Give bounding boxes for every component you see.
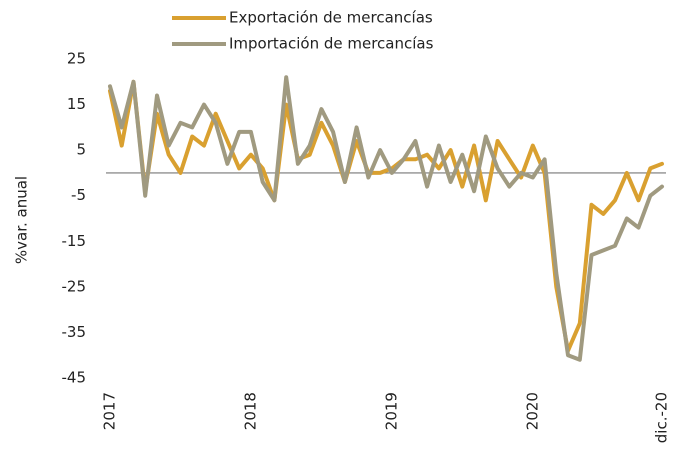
y-tick-label: -15 (62, 232, 87, 250)
y-tick-label: -25 (62, 277, 87, 295)
series-line (108, 79, 664, 353)
x-tick-label: 2018 (241, 392, 259, 430)
y-axis-label: %var. anual (13, 176, 31, 264)
x-tick-label: 2019 (382, 392, 400, 430)
y-tick-label: 5 (76, 141, 86, 159)
legend-label: Exportación de mercancías (229, 9, 433, 27)
y-tick-label: -5 (71, 186, 86, 204)
y-tick-label: -45 (62, 369, 87, 387)
x-tick-label: dic.-20 (653, 392, 671, 443)
y-tick-label: -35 (62, 323, 87, 341)
x-tick-label: 2020 (523, 392, 541, 430)
y-tick-label: 15 (67, 95, 86, 113)
series-line (108, 75, 664, 362)
y-tick-label: 25 (67, 50, 86, 68)
legend-label: Importación de mercancías (229, 35, 434, 53)
x-tick-label: 2017 (101, 392, 119, 430)
